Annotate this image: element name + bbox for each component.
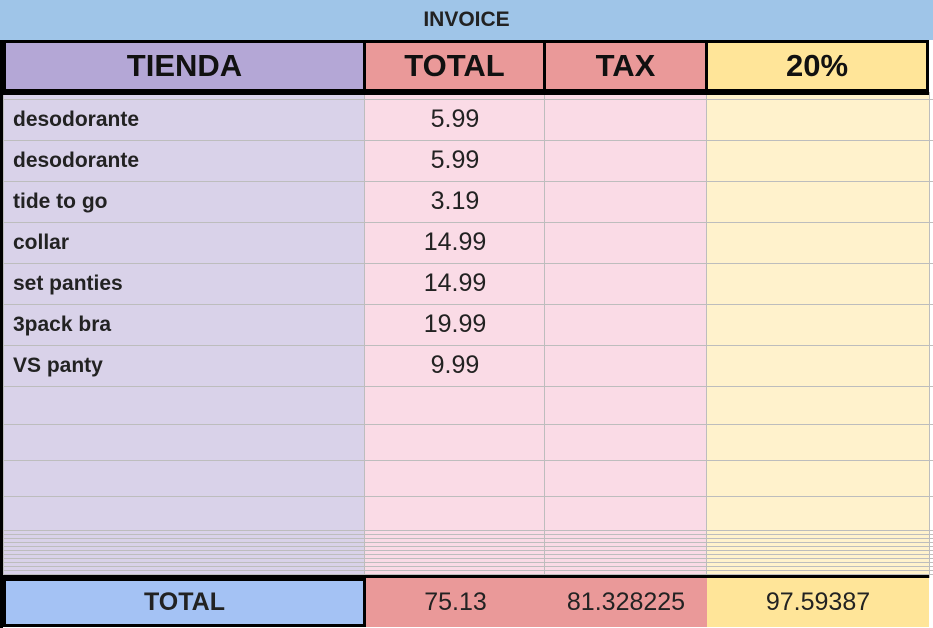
row-6-total[interactable]: 19.99 [423,310,487,338]
grid-row-line [0,222,933,223]
grid-row-line [0,538,933,539]
grid-row-line [0,345,933,346]
col-item-body [3,92,365,578]
row-5-total[interactable]: 14.99 [423,269,487,297]
grid-row-line [0,460,933,461]
col-extra-body [929,0,933,628]
grid-row-line [0,554,933,555]
header-total[interactable]: TOTAL [363,40,546,92]
grid-row-line [0,566,933,567]
row-4-total[interactable]: 14.99 [423,228,487,256]
row-3-item[interactable]: tide to go [13,189,108,213]
grid-row-line [0,304,933,305]
grid-col-line [706,92,707,578]
grid-row-line [0,496,933,497]
grid-row-line [0,99,933,100]
col-total-body [365,92,545,578]
invoice-title: INVOICE [0,0,933,40]
grid-row-line [0,386,933,387]
grid-row-line [0,550,933,551]
grid-row-line [0,546,933,547]
grid-col-line [544,92,545,578]
row-3-total[interactable]: 3.19 [430,187,480,215]
grid-row-line [0,263,933,264]
header-pct[interactable]: 20% [705,40,929,92]
row-5-item[interactable]: set panties [13,271,123,295]
row-7-item[interactable]: VS panty [13,353,103,377]
grid-row-line [0,530,933,531]
header-tax[interactable]: TAX [543,40,708,92]
row-2-item[interactable]: desodorante [13,148,140,172]
grid-left-edge [0,40,3,628]
grid-row-line [0,534,933,535]
totals-label[interactable]: TOTAL [3,578,366,627]
col-tax-body [545,92,707,578]
row-6-item[interactable]: 3pack bra [13,312,112,336]
grid-col-line [929,92,930,578]
row-2-total[interactable]: 5.99 [430,146,480,174]
grid-row-line [0,570,933,571]
row-7-total[interactable]: 9.99 [430,351,480,379]
row-4-item[interactable]: collar [13,230,70,254]
header-tienda[interactable]: TIENDA [3,40,366,92]
grid-thick-line [0,92,929,95]
totals-tax[interactable]: 81.328225 [545,578,707,627]
row-1-total[interactable]: 5.99 [430,105,480,133]
totals-total[interactable]: 75.13 [366,578,545,627]
col-pct-body [707,92,929,578]
grid-row-line [0,140,933,141]
grid-row-line [0,562,933,563]
grid-col-line [364,92,365,578]
grid-row-line [0,558,933,559]
grid-col-line [3,92,4,578]
grid-row-line [0,542,933,543]
grid-row-line [0,424,933,425]
grid-row-line [0,574,933,575]
totals-pct[interactable]: 97.59387 [707,578,929,627]
grid-thick-line [0,575,929,578]
grid-row-line [0,181,933,182]
row-1-item[interactable]: desodorante [13,107,140,131]
